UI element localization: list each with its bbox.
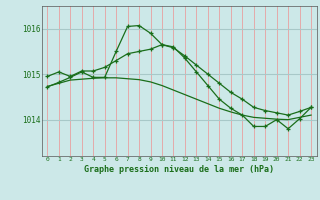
X-axis label: Graphe pression niveau de la mer (hPa): Graphe pression niveau de la mer (hPa) <box>84 165 274 174</box>
